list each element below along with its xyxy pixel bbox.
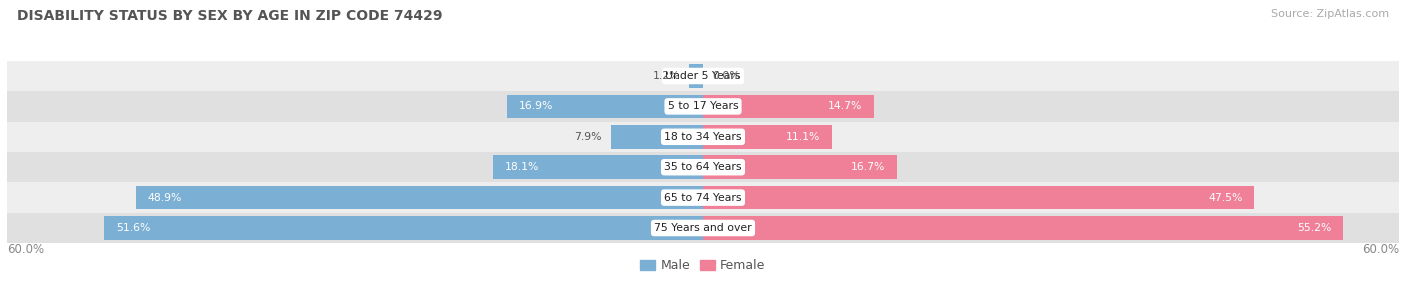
Text: 48.9%: 48.9%: [148, 193, 181, 202]
Text: 5 to 17 Years: 5 to 17 Years: [668, 102, 738, 111]
Bar: [7, 61, 1399, 91]
Bar: [703, 155, 897, 179]
Text: Under 5 Years: Under 5 Years: [665, 71, 741, 81]
Text: 51.6%: 51.6%: [117, 223, 150, 233]
Legend: Male, Female: Male, Female: [636, 254, 770, 277]
Text: DISABILITY STATUS BY SEX BY AGE IN ZIP CODE 74429: DISABILITY STATUS BY SEX BY AGE IN ZIP C…: [17, 9, 443, 23]
Text: 18.1%: 18.1%: [505, 162, 538, 172]
Text: 11.1%: 11.1%: [786, 132, 820, 142]
Bar: [703, 186, 1254, 209]
Bar: [7, 122, 1399, 152]
Text: 7.9%: 7.9%: [575, 132, 602, 142]
Bar: [508, 95, 703, 118]
Bar: [703, 125, 832, 149]
Bar: [7, 182, 1399, 213]
Bar: [7, 91, 1399, 122]
Text: 16.7%: 16.7%: [851, 162, 886, 172]
Text: 18 to 34 Years: 18 to 34 Years: [664, 132, 742, 142]
Bar: [7, 152, 1399, 182]
Bar: [612, 125, 703, 149]
Text: 60.0%: 60.0%: [1362, 243, 1399, 256]
Text: 14.7%: 14.7%: [828, 102, 862, 111]
Text: 0.0%: 0.0%: [713, 71, 740, 81]
Text: 75 Years and over: 75 Years and over: [654, 223, 752, 233]
Text: 65 to 74 Years: 65 to 74 Years: [664, 193, 742, 202]
Bar: [689, 64, 703, 88]
Text: 60.0%: 60.0%: [7, 243, 44, 256]
Text: 47.5%: 47.5%: [1208, 193, 1243, 202]
Bar: [136, 186, 703, 209]
Bar: [104, 216, 703, 240]
Text: Source: ZipAtlas.com: Source: ZipAtlas.com: [1271, 9, 1389, 19]
Bar: [703, 95, 873, 118]
Bar: [703, 216, 1343, 240]
Text: 1.2%: 1.2%: [652, 71, 681, 81]
Text: 55.2%: 55.2%: [1298, 223, 1331, 233]
Text: 16.9%: 16.9%: [519, 102, 553, 111]
Bar: [494, 155, 703, 179]
Bar: [7, 213, 1399, 243]
Text: 35 to 64 Years: 35 to 64 Years: [664, 162, 742, 172]
